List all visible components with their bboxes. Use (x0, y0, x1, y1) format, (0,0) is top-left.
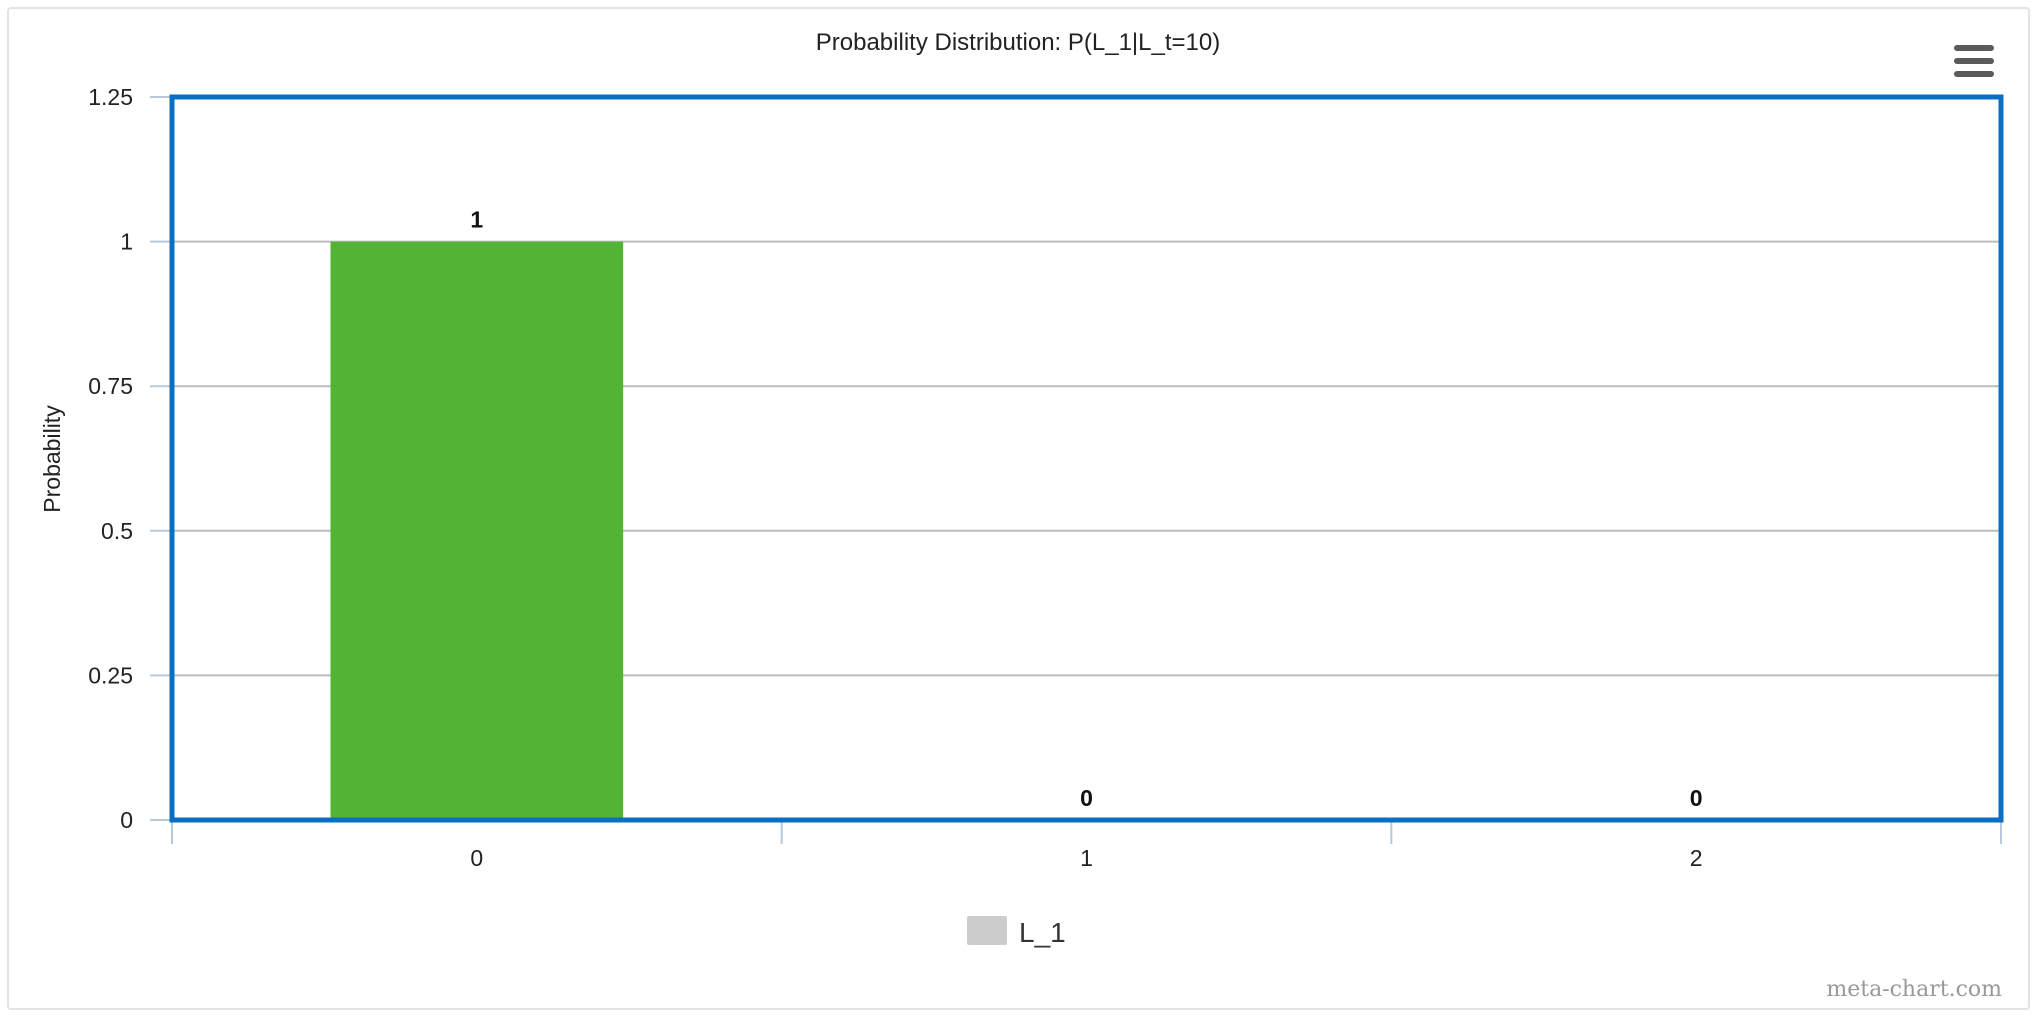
y-tick-label: 0.25 (88, 662, 133, 688)
y-tick-label: 0.75 (88, 373, 133, 399)
chart-title: Probability Distribution: P(L_1|L_t=10) (816, 29, 1220, 56)
data-label: 1 (470, 207, 483, 233)
axes: 0 0.25 0.5 0.75 1 1.25 0 1 2 (88, 84, 2004, 871)
chart-menu-button[interactable] (1951, 43, 1997, 79)
bars (330, 241, 624, 821)
plot-border (169, 94, 2004, 823)
x-tick-label: 1 (1080, 845, 1093, 871)
y-tick-label: 1 (120, 229, 133, 255)
bar[interactable] (330, 241, 624, 821)
legend-swatch[interactable] (967, 916, 1007, 945)
hamburger-menu-icon-bar (1954, 71, 1994, 77)
y-tick-label: 0 (120, 807, 133, 833)
legend[interactable]: L_1 (967, 916, 1066, 948)
legend-label[interactable]: L_1 (1019, 917, 1066, 948)
credits-link[interactable]: meta-chart.com (1826, 977, 2002, 1002)
data-label: 0 (1080, 785, 1093, 811)
x-tick-label: 2 (1690, 845, 1703, 871)
data-label: 0 (1690, 785, 1703, 811)
data-labels: 1 0 0 (470, 207, 1702, 811)
hamburger-menu-icon (1954, 45, 1994, 51)
y-tick-label: 1.25 (88, 84, 133, 110)
y-axis-title: Probability (39, 405, 65, 513)
x-tick-label: 0 (470, 845, 483, 871)
hamburger-menu-icon-bar (1954, 58, 1994, 64)
y-tick-label: 0.5 (101, 518, 133, 544)
